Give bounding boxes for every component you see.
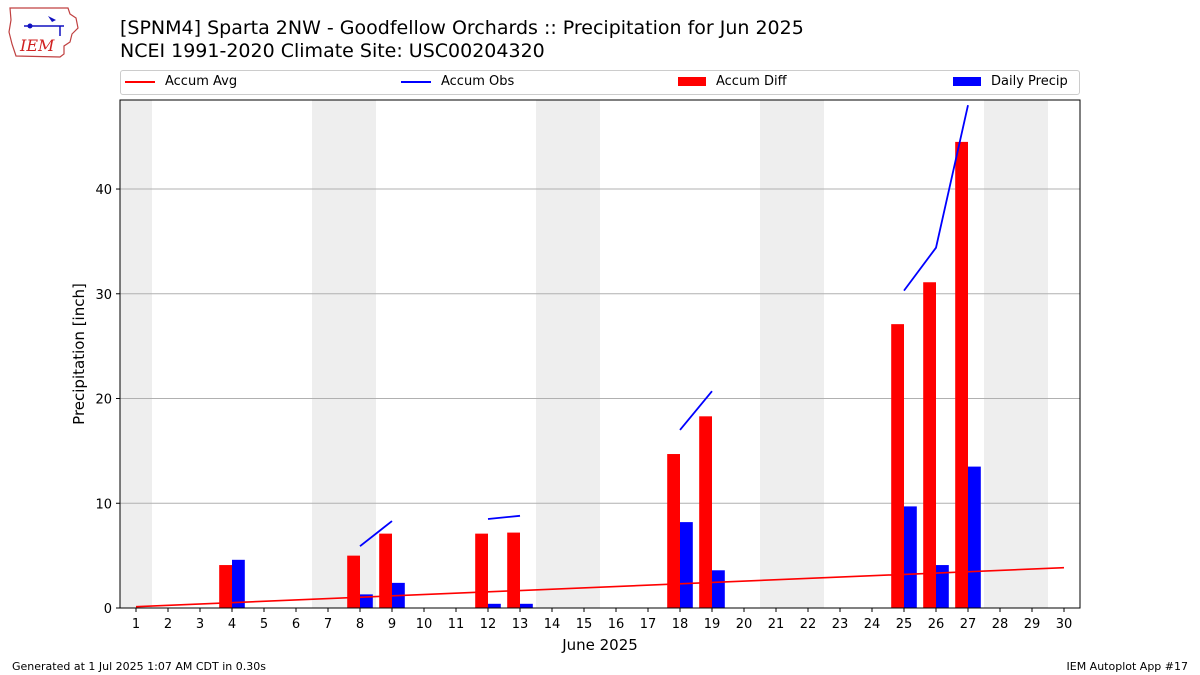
x-tick-label: 25 — [896, 617, 913, 632]
weekend-band — [1016, 100, 1048, 608]
accum-diff-bar — [475, 533, 488, 608]
x-axis-label: June 2025 — [561, 636, 638, 654]
accum-diff-bar — [507, 532, 520, 608]
x-tick-label: 18 — [672, 617, 689, 632]
x-tick-label: 2 — [164, 617, 172, 632]
legend-daily-precip-swatch — [953, 77, 981, 86]
accum-obs-line — [487, 514, 521, 520]
accum-avg-line — [135, 566, 1065, 608]
y-axis-label: Precipitation [inch] — [70, 283, 88, 425]
accum-diff-bar — [923, 282, 936, 608]
x-tick-label: 5 — [260, 617, 268, 632]
daily-precip-bar — [712, 570, 725, 608]
x-tick-label: 24 — [864, 617, 881, 632]
accum-diff-bar — [699, 416, 712, 608]
x-tick-label: 27 — [960, 617, 977, 632]
legend-accum-diff-swatch — [678, 77, 706, 86]
y-tick-label: 30 — [95, 288, 112, 303]
legend-daily-precip-label: Daily Precip — [991, 74, 1068, 89]
chart-subtitle: NCEI 1991-2020 Climate Site: USC00204320 — [120, 40, 545, 62]
y-tick-label: 10 — [95, 497, 112, 512]
x-tick-label: 9 — [388, 617, 396, 632]
y-tick-label: 0 — [104, 602, 112, 617]
plot-frame — [119, 99, 1081, 609]
y-tick-label: 20 — [95, 393, 112, 408]
y-tick-label: 40 — [95, 183, 112, 198]
daily-precip-bar — [520, 603, 533, 608]
x-tick-label: 7 — [324, 617, 332, 632]
weekend-band — [536, 100, 568, 608]
accum-diff-bar — [891, 324, 904, 608]
x-tick-label: 10 — [416, 617, 433, 632]
x-tick-label: 6 — [292, 617, 300, 632]
legend-accum-avg-label: Accum Avg — [165, 74, 238, 89]
accum-obs-line — [903, 105, 969, 292]
weekend-band — [344, 100, 376, 608]
x-tick-label: 15 — [576, 617, 593, 632]
x-tick-label: 19 — [704, 617, 721, 632]
legend-accum-diff-label: Accum Diff — [716, 74, 787, 89]
iem-logo: IEM — [6, 4, 82, 64]
x-tick-label: 23 — [832, 617, 849, 632]
accum-diff-bar — [219, 565, 232, 608]
daily-precip-bar — [904, 506, 917, 608]
accum-obs-line — [359, 520, 393, 547]
app-label: IEM Autoplot App #17 — [1066, 660, 1189, 673]
accum-obs-line — [679, 390, 713, 431]
x-tick-label: 4 — [228, 617, 236, 632]
weekend-band — [312, 100, 344, 608]
x-tick-label: 22 — [800, 617, 817, 632]
chart-title: [SPNM4] Sparta 2NW - Goodfellow Orchards… — [120, 17, 804, 39]
generated-timestamp: Generated at 1 Jul 2025 1:07 AM CDT in 0… — [12, 660, 266, 673]
x-tick-label: 3 — [196, 617, 204, 632]
x-tick-label: 20 — [736, 617, 753, 632]
accum-diff-bar — [347, 555, 360, 608]
weekend-band — [984, 100, 1016, 608]
accum-diff-bar — [667, 454, 680, 608]
x-tick-label: 28 — [992, 617, 1009, 632]
x-tick-label: 12 — [480, 617, 497, 632]
legend-accum-diff: Accum Diff — [678, 74, 787, 89]
legend-accum-obs: Accum Obs — [401, 74, 514, 89]
x-tick-label: 11 — [448, 617, 465, 632]
accum-diff-bar — [379, 533, 392, 608]
chart-legend: Accum Avg Accum Obs Accum Diff Daily Pre… — [120, 70, 1080, 95]
legend-accum-avg: Accum Avg — [125, 74, 237, 89]
svg-text:IEM: IEM — [19, 36, 55, 55]
weekend-band — [120, 100, 152, 608]
daily-precip-bar — [680, 522, 693, 608]
daily-precip-bar — [968, 466, 981, 608]
x-tick-label: 1 — [132, 617, 140, 632]
x-tick-label: 30 — [1056, 617, 1073, 632]
legend-accum-obs-label: Accum Obs — [441, 74, 515, 89]
weekend-band — [792, 100, 824, 608]
x-tick-label: 13 — [512, 617, 529, 632]
x-tick-label: 17 — [640, 617, 657, 632]
x-tick-label: 26 — [928, 617, 945, 632]
weekend-band — [568, 100, 600, 608]
legend-accum-obs-swatch — [401, 80, 431, 83]
x-tick-label: 21 — [768, 617, 785, 632]
daily-precip-bar — [232, 559, 245, 608]
legend-accum-avg-swatch — [125, 80, 155, 83]
x-tick-label: 14 — [544, 617, 561, 632]
x-tick-label: 29 — [1024, 617, 1041, 632]
daily-precip-bar — [936, 565, 949, 608]
accum-diff-bar — [955, 141, 968, 608]
x-tick-label: 16 — [608, 617, 625, 632]
legend-daily-precip: Daily Precip — [953, 74, 1068, 89]
daily-precip-bar — [488, 603, 501, 608]
x-tick-label: 8 — [356, 617, 364, 632]
weekend-band — [760, 100, 792, 608]
